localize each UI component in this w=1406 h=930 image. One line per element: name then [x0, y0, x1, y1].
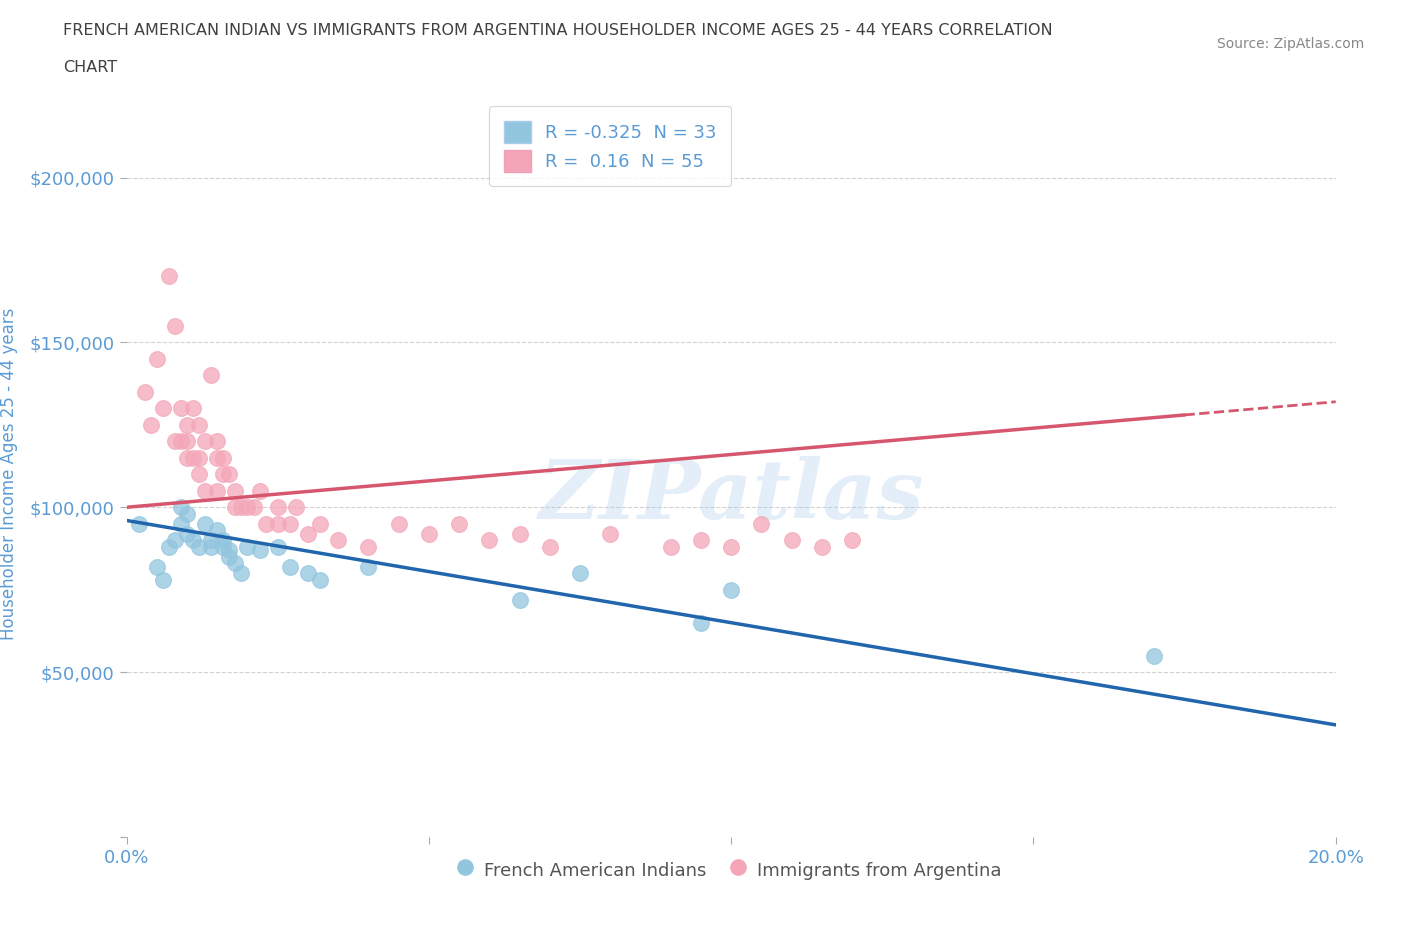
- Point: [249, 543, 271, 558]
- Text: Source: ZipAtlas.com: Source: ZipAtlas.com: [1216, 37, 1364, 51]
- Point: [357, 539, 380, 554]
- Point: [751, 516, 773, 531]
- Point: [447, 516, 470, 531]
- Point: [194, 434, 217, 449]
- Point: [309, 516, 332, 531]
- Point: [188, 467, 211, 482]
- Point: [1143, 648, 1166, 663]
- Point: [254, 516, 277, 531]
- Point: [509, 592, 531, 607]
- Point: [176, 434, 198, 449]
- Point: [297, 526, 319, 541]
- Point: [146, 352, 169, 366]
- Point: [720, 539, 742, 554]
- Point: [163, 318, 186, 333]
- Y-axis label: Householder Income Ages 25 - 44 years: Householder Income Ages 25 - 44 years: [0, 308, 18, 641]
- Point: [689, 616, 711, 631]
- Point: [538, 539, 561, 554]
- Point: [224, 499, 246, 514]
- Point: [181, 401, 204, 416]
- Point: [128, 516, 150, 531]
- Point: [188, 450, 211, 465]
- Text: ZIPatlas: ZIPatlas: [538, 456, 924, 536]
- Point: [188, 418, 211, 432]
- Point: [720, 582, 742, 597]
- Point: [170, 516, 193, 531]
- Legend: French American Indians, Immigrants from Argentina: French American Indians, Immigrants from…: [451, 849, 1011, 890]
- Point: [134, 384, 156, 399]
- Point: [267, 516, 290, 531]
- Point: [200, 368, 222, 383]
- Text: FRENCH AMERICAN INDIAN VS IMMIGRANTS FROM ARGENTINA HOUSEHOLDER INCOME AGES 25 -: FRENCH AMERICAN INDIAN VS IMMIGRANTS FRO…: [63, 23, 1053, 38]
- Point: [194, 516, 217, 531]
- Point: [176, 450, 198, 465]
- Point: [212, 467, 235, 482]
- Point: [212, 533, 235, 548]
- Point: [236, 499, 259, 514]
- Point: [205, 434, 228, 449]
- Point: [689, 533, 711, 548]
- Point: [163, 533, 186, 548]
- Point: [841, 533, 863, 548]
- Point: [357, 559, 380, 574]
- Point: [267, 499, 290, 514]
- Point: [218, 550, 240, 565]
- Point: [157, 539, 180, 554]
- Point: [188, 539, 211, 554]
- Point: [152, 572, 174, 587]
- Point: [218, 543, 240, 558]
- Point: [297, 565, 319, 580]
- Point: [176, 418, 198, 432]
- Point: [170, 434, 193, 449]
- Point: [249, 484, 271, 498]
- Point: [194, 484, 217, 498]
- Point: [242, 499, 264, 514]
- Point: [326, 533, 350, 548]
- Point: [284, 499, 307, 514]
- Point: [163, 434, 186, 449]
- Point: [176, 526, 198, 541]
- Point: [212, 539, 235, 554]
- Point: [231, 499, 253, 514]
- Point: [388, 516, 411, 531]
- Point: [309, 572, 332, 587]
- Point: [568, 565, 592, 580]
- Point: [224, 484, 246, 498]
- Point: [231, 565, 253, 580]
- Point: [278, 516, 301, 531]
- Point: [212, 450, 235, 465]
- Point: [418, 526, 440, 541]
- Point: [218, 467, 240, 482]
- Point: [810, 539, 832, 554]
- Point: [152, 401, 174, 416]
- Point: [170, 499, 193, 514]
- Text: CHART: CHART: [63, 60, 117, 75]
- Point: [157, 269, 180, 284]
- Point: [139, 418, 162, 432]
- Point: [181, 533, 204, 548]
- Point: [780, 533, 803, 548]
- Point: [224, 556, 246, 571]
- Point: [205, 484, 228, 498]
- Point: [599, 526, 621, 541]
- Point: [205, 450, 228, 465]
- Point: [509, 526, 531, 541]
- Point: [146, 559, 169, 574]
- Point: [205, 523, 228, 538]
- Point: [200, 539, 222, 554]
- Point: [200, 533, 222, 548]
- Point: [170, 401, 193, 416]
- Point: [236, 539, 259, 554]
- Point: [267, 539, 290, 554]
- Point: [176, 507, 198, 522]
- Point: [278, 559, 301, 574]
- Point: [659, 539, 682, 554]
- Point: [181, 450, 204, 465]
- Point: [478, 533, 501, 548]
